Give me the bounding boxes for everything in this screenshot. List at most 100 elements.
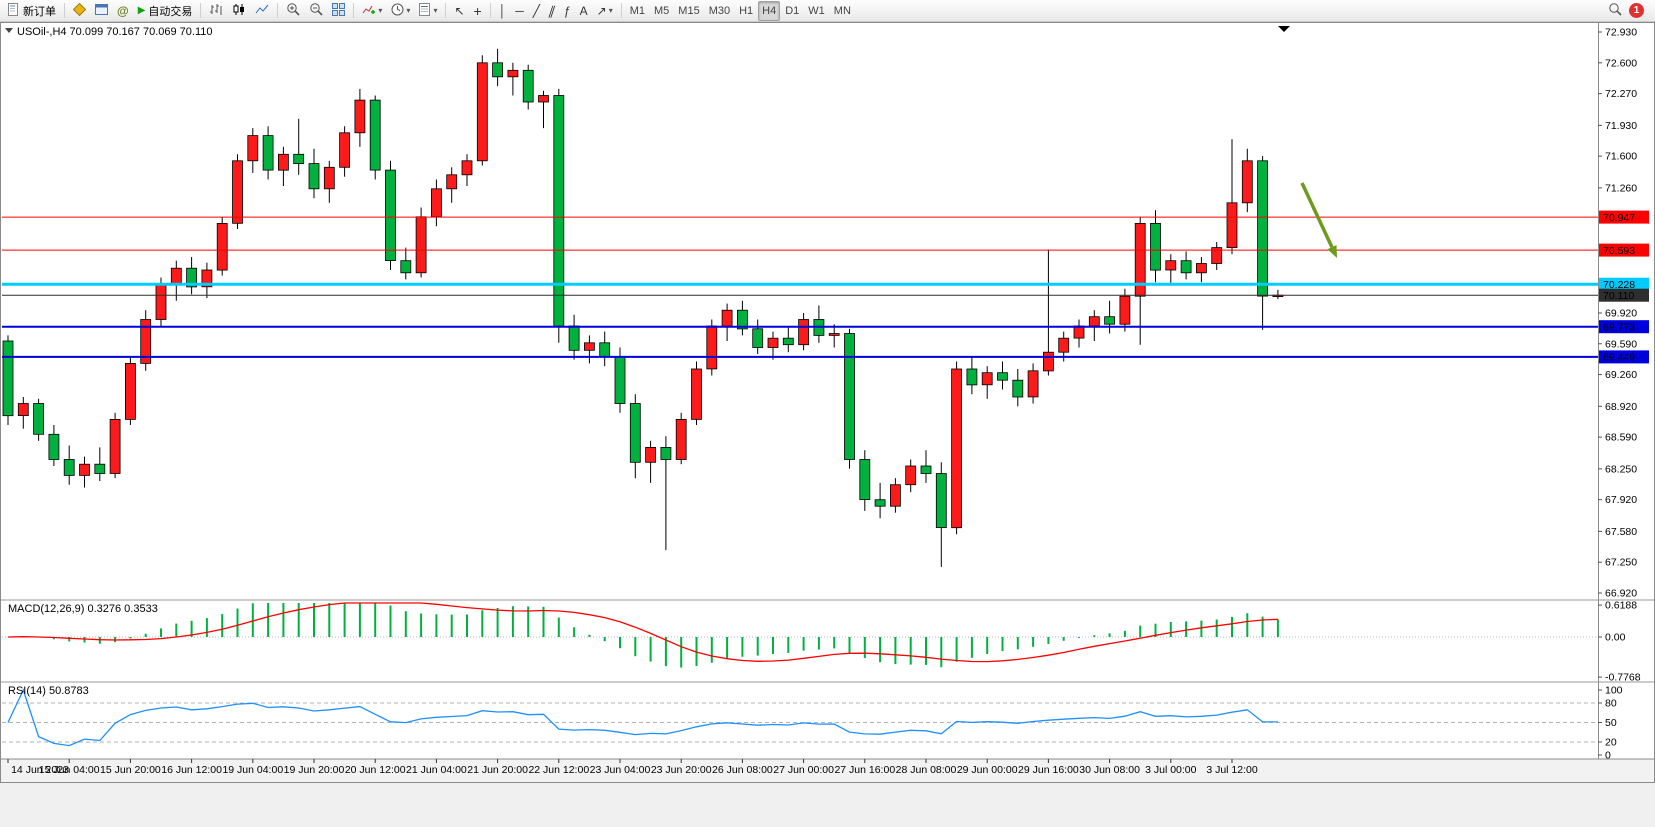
autotrading-button[interactable]: ▶ 自动交易 (134, 1, 197, 21)
price-level-badge (1599, 350, 1649, 364)
toolbar-separator (620, 3, 622, 18)
symbol-search-button[interactable] (1604, 1, 1626, 21)
profiles-button[interactable] (69, 1, 90, 21)
svg-text:70.228: 70.228 (1603, 279, 1635, 291)
toolbar-separator (277, 3, 279, 18)
price-level-badge (1599, 288, 1649, 302)
notification-badge[interactable]: 1 (1629, 3, 1644, 18)
new-order-button[interactable]: 新订单 (3, 1, 60, 21)
timeframe-w1-button[interactable]: W1 (804, 1, 829, 21)
svg-text:14 Jun 2023: 14 Jun 2023 (11, 764, 69, 776)
indicators-icon (362, 3, 376, 19)
timeframe-m15-button[interactable]: M15 (674, 1, 703, 21)
svg-text:26 Jun 08:00: 26 Jun 08:00 (712, 764, 773, 776)
channel-tool-button[interactable]: ∥ (545, 1, 559, 21)
svg-text:70.947: 70.947 (1603, 212, 1635, 224)
trendline-tool-button[interactable]: ╱ (529, 1, 544, 21)
svg-text:-0.7768: -0.7768 (1605, 672, 1641, 684)
svg-text:29 Jun 00:00: 29 Jun 00:00 (957, 764, 1018, 776)
svg-text:70.593: 70.593 (1603, 245, 1635, 257)
svg-text:21 Jun 20:00: 21 Jun 20:00 (467, 764, 528, 776)
arrows-tool-button[interactable]: ↗ ▾ (593, 1, 617, 21)
svg-text:80: 80 (1605, 698, 1617, 710)
arrow-tool-icon: ↗ (596, 3, 607, 18)
chart-collapse-icon[interactable] (5, 28, 13, 33)
tile-windows-button[interactable] (328, 1, 349, 21)
vertical-line-tool-button[interactable]: │ (495, 1, 511, 21)
timeframe-d1-button[interactable]: D1 (781, 1, 803, 21)
community-button[interactable]: @ (113, 1, 133, 21)
line-chart-type-button[interactable] (251, 1, 273, 21)
timeframe-h4-button[interactable]: H4 (758, 0, 781, 21)
toolbar-separator (353, 3, 355, 18)
svg-text:69.449: 69.449 (1603, 352, 1635, 364)
toolbar-separator (445, 3, 447, 18)
candlestick-icon (232, 3, 246, 19)
price-scale[interactable]: 72.930 72.600 72.270 71.930 71.600 71.260 69.9… (1598, 22, 1649, 762)
text-tool-icon: A (579, 3, 588, 18)
svg-text:70.110: 70.110 (1603, 290, 1634, 302)
horizontal-line-tool-button[interactable]: ─ (511, 1, 528, 21)
svg-text:19 Jun 20:00: 19 Jun 20:00 (284, 764, 345, 776)
cursor-icon: ↖ (454, 3, 465, 18)
crosshair-button[interactable]: + (470, 1, 486, 21)
price-level-badge (1599, 243, 1649, 257)
trend-arrow-annotation[interactable] (1300, 182, 1337, 258)
indicators-button[interactable]: ▾ (358, 1, 386, 21)
svg-text:68.590: 68.590 (1605, 432, 1637, 444)
tile-windows-icon (332, 2, 346, 19)
zoom-in-button[interactable] (282, 1, 304, 21)
rsi-panel (2, 688, 1598, 747)
svg-text:71.260: 71.260 (1605, 182, 1637, 194)
chart-shift-marker (1278, 26, 1290, 32)
timeframe-h1-button[interactable]: H1 (735, 1, 757, 21)
chevron-down-icon: ▾ (608, 6, 613, 15)
price-level-lines[interactable] (2, 216, 1598, 358)
svg-text:67.920: 67.920 (1605, 494, 1637, 506)
text-tool-button[interactable]: A (576, 1, 592, 21)
svg-text:23 Jun 04:00: 23 Jun 04:00 (590, 764, 651, 776)
svg-text:69.590: 69.590 (1605, 338, 1637, 350)
fibonacci-tool-button[interactable]: ƒ (560, 1, 575, 21)
toolbar-separator (489, 3, 491, 18)
bar-chart-type-button[interactable] (205, 1, 227, 21)
chart-area: 14 Jun 2023 15 Jun 04:00 15 Jun 20:00 16 Ju… (0, 22, 1655, 783)
timeframe-m5-button[interactable]: M5 (650, 1, 673, 21)
svg-text:21 Jun 04:00: 21 Jun 04:00 (406, 764, 467, 776)
zoom-out-button[interactable] (305, 1, 327, 21)
cursor-button[interactable]: ↖ (450, 1, 468, 21)
market-watch-button[interactable] (91, 1, 112, 21)
line-chart-icon (255, 3, 269, 19)
svg-text:69.260: 69.260 (1605, 369, 1637, 381)
zoom-out-icon (309, 2, 323, 19)
svg-text:16 Jun 12:00: 16 Jun 12:00 (161, 764, 222, 776)
autotrading-play-icon: ▶ (137, 4, 146, 16)
price-level-badge (1599, 210, 1649, 224)
svg-text:30 Jun 08:00: 30 Jun 08:00 (1079, 764, 1140, 776)
candlestick-type-button[interactable] (228, 1, 250, 21)
timeframe-m30-button[interactable]: M30 (705, 1, 734, 21)
svg-text:20 Jun 12:00: 20 Jun 12:00 (345, 764, 406, 776)
svg-text:15 Jun 20:00: 15 Jun 20:00 (100, 764, 161, 776)
svg-text:0.00: 0.00 (1605, 632, 1626, 644)
periods-button[interactable]: ▾ (387, 1, 414, 21)
timeframe-mn-button[interactable]: MN (830, 1, 855, 21)
new-order-label: 新订单 (23, 5, 56, 18)
candles (2, 48, 1284, 567)
svg-text:20: 20 (1605, 737, 1617, 749)
toolbar: 新订单 @ ▶ 自动交易 ▾ ▾ ▾ ↖ + │ ─ ╱ ∥ ƒ A ↗ ▾ M1 (0, 0, 1655, 22)
chevron-down-icon: ▾ (378, 6, 383, 15)
timeframe-m1-button[interactable]: M1 (626, 1, 649, 21)
svg-text:100: 100 (1605, 685, 1623, 697)
svg-text:0: 0 (1605, 750, 1611, 762)
svg-text:68.920: 68.920 (1605, 401, 1637, 413)
svg-text:72.270: 72.270 (1605, 88, 1637, 100)
svg-text:28 Jun 08:00: 28 Jun 08:00 (896, 764, 957, 776)
autotrading-label: 自动交易 (148, 5, 193, 18)
svg-text:69.920: 69.920 (1605, 308, 1637, 320)
equidistant-channel-icon: ∥ (546, 3, 558, 18)
svg-text:68.250: 68.250 (1605, 463, 1637, 475)
templates-button[interactable]: ▾ (415, 1, 441, 21)
